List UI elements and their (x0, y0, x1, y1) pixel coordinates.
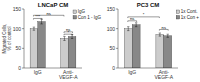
title: LNCaP CM (38, 2, 69, 8)
panel: 050100150ns***ns*IgGAnti-VEGF-ALNCaP CMM… (1, 2, 101, 81)
title: PC3 CM (137, 2, 160, 8)
error-bar (33, 27, 35, 30)
error-bar (71, 35, 73, 39)
y-tick-label: 150 (107, 6, 116, 12)
x-tick-label-line: VEGF-A (154, 74, 173, 80)
y-tick-label: 100 (107, 26, 116, 32)
error-bar (135, 23, 137, 27)
x-tick-label-line: IgG (128, 69, 136, 75)
bar (61, 39, 69, 69)
plot-area (30, 15, 76, 68)
y-tick (22, 68, 24, 69)
error-bar (167, 34, 169, 37)
y-tick (22, 28, 24, 29)
y-tick-label: 100 (13, 26, 22, 32)
legend-swatch (176, 10, 180, 14)
figure: 0 50 100 150 ns *** ns * IgG Anti-VEGF-A LNCaP CM M… (0, 0, 200, 82)
y-label: Migrated Cells,% of control (1, 23, 11, 53)
bracket-label: * (143, 12, 145, 17)
y-tick (22, 48, 24, 49)
bracket-label: * (67, 30, 69, 35)
y-tick (116, 48, 118, 49)
legend-label: Con 1 - IgG (78, 15, 102, 20)
y-label-line: % of control (6, 27, 11, 51)
legend-swatch (73, 10, 77, 14)
y-tick-label: 0 (18, 65, 21, 71)
bar (124, 29, 132, 68)
y-tick (116, 9, 118, 10)
bracket-label: ns (162, 25, 166, 30)
y-tick-label: 50 (109, 45, 115, 51)
legend-label: IgG (78, 9, 86, 14)
error-bar (40, 19, 42, 24)
y-tick-label: 50 (15, 45, 21, 51)
legend: IgGCon 1 - IgG (73, 9, 101, 20)
error-bar (63, 37, 65, 41)
y-axis (24, 9, 25, 68)
x-tick-label-line: IgG (34, 69, 42, 75)
error-bar (159, 33, 161, 36)
y-axis (118, 9, 119, 68)
x-tick-label: IgG (34, 69, 42, 75)
x-tick-label-line: VEGF-A (59, 74, 78, 80)
legend-label: 1x Cont. (181, 9, 198, 14)
bar (68, 37, 76, 68)
y-tick (116, 28, 118, 29)
legend-label: 1x Con + (181, 15, 200, 20)
bracket-label: ns (47, 11, 51, 16)
x-tick-label: Anti-VEGF-A (154, 69, 173, 80)
bar (38, 22, 46, 68)
error-bar (127, 27, 129, 31)
x-axis (118, 68, 178, 69)
legend-swatch (176, 16, 180, 20)
bracket-label: *** (35, 14, 40, 19)
bar (164, 36, 172, 68)
x-tick-label: IgG (128, 69, 136, 75)
legend: 1x Cont.1x Con + (176, 9, 199, 20)
bar (132, 25, 140, 68)
y-tick (22, 9, 24, 10)
y-tick-label: 0 (112, 65, 115, 71)
bar (156, 35, 164, 68)
legend-swatch (73, 16, 77, 20)
bar (30, 29, 38, 68)
panel: 0 50 100 150 * ns ns IgG Anti-VEGF-A PC3 CM 1x Con… (107, 2, 200, 81)
y-tick-label: 150 (13, 6, 22, 12)
x-tick-label: Anti-VEGF-A (59, 69, 78, 80)
y-tick (116, 68, 118, 69)
bracket-label: ns (130, 16, 134, 21)
plot-area (124, 17, 171, 68)
